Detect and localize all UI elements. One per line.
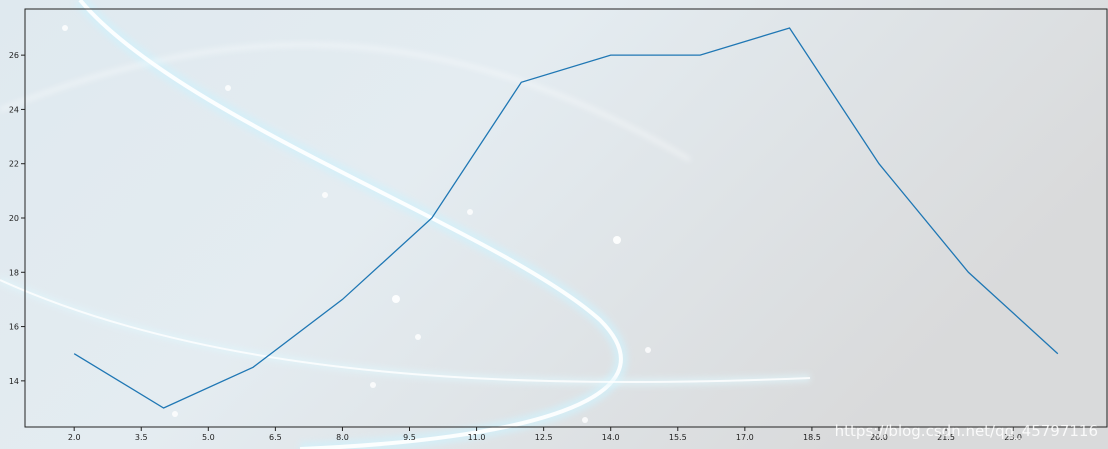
data-point <box>878 163 880 165</box>
data-point <box>431 217 433 219</box>
x-tick-label: 5.0 <box>202 433 215 442</box>
data-point <box>341 298 343 300</box>
y-axis-ticks: 14 16 18 20 22 24 26 <box>9 51 25 386</box>
data-point <box>162 407 164 409</box>
x-tick-label: 8.0 <box>336 433 349 442</box>
x-tick-label: 2.0 <box>68 433 81 442</box>
x-tick-label: 12.5 <box>535 433 553 442</box>
watermark-text: https://blog.csdn.net/qq_45797116 <box>835 422 1098 441</box>
series-layer <box>73 27 1059 409</box>
y-tick-label: 14 <box>9 377 19 386</box>
data-point <box>1057 353 1059 355</box>
data-point <box>73 353 75 355</box>
data-point <box>610 54 612 56</box>
x-tick-label: 18.5 <box>803 433 821 442</box>
series-line <box>73 27 1059 409</box>
x-tick-label: 23.0 <box>1004 433 1022 442</box>
y-tick-label: 24 <box>9 105 19 114</box>
x-tick-label: 14.0 <box>602 433 620 442</box>
data-point <box>252 366 254 368</box>
y-tick-label: 18 <box>9 268 19 277</box>
x-tick-label: 15.5 <box>669 433 687 442</box>
y-tick-label: 22 <box>9 160 19 169</box>
x-tick-label: 9.5 <box>403 433 416 442</box>
x-tick-label: 17.0 <box>736 433 754 442</box>
data-point <box>967 271 969 273</box>
x-tick-label: 6.5 <box>269 433 282 442</box>
data-point <box>788 27 790 29</box>
y-tick-label: 16 <box>9 323 19 332</box>
x-tick-label: 20.0 <box>870 433 888 442</box>
x-axis-ticks: 2.0 3.5 5.0 6.5 8.0 9.5 11.0 12.5 14.0 15.5 17.0 18… <box>68 427 1022 442</box>
x-tick-label: 21.5 <box>937 433 955 442</box>
x-tick-label: 3.5 <box>135 433 148 442</box>
data-point <box>699 54 701 56</box>
x-tick-label: 11.0 <box>468 433 486 442</box>
y-tick-label: 26 <box>9 51 19 60</box>
data-point <box>520 81 522 83</box>
y-tick-label: 20 <box>9 214 19 223</box>
